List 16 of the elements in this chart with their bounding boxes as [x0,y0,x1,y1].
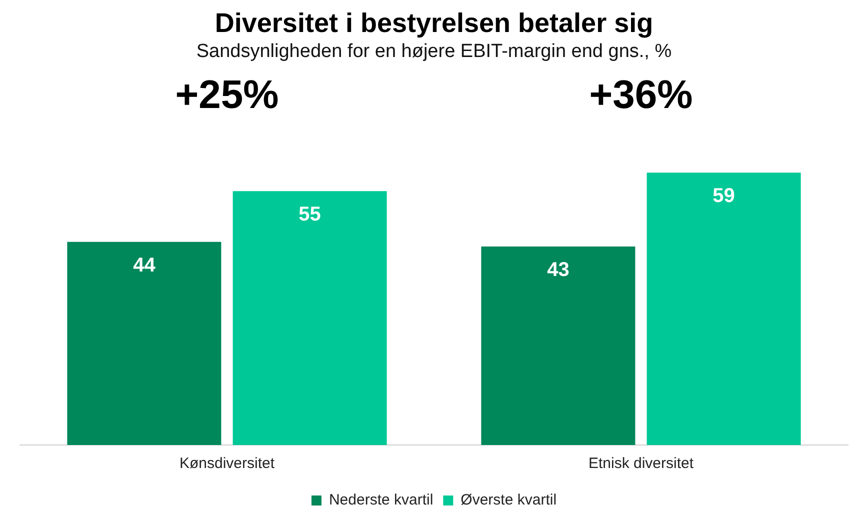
chart-title: Diversitet i bestyrelsen betaler sig [214,8,654,39]
x-tick-label: Kønsdiversitet [179,455,276,472]
bar [481,246,636,445]
bar [646,172,801,445]
bar [67,242,222,445]
data-label: 59 [712,185,735,208]
data-label: 55 [298,204,321,226]
bar [232,191,387,445]
data-label: 43 [547,259,570,281]
text: +36% [589,73,693,117]
data-label: 44 [133,254,156,276]
chart-subtitle: Sandsynligheden for en højere EBIT-margin end gns., % [195,41,673,63]
legend-label: Nederste kvartil [328,492,434,509]
legend-label: Øverste kvartil [460,492,557,509]
x-tick-label: Etnisk diversitet [588,455,694,472]
text: +25% [175,73,279,117]
